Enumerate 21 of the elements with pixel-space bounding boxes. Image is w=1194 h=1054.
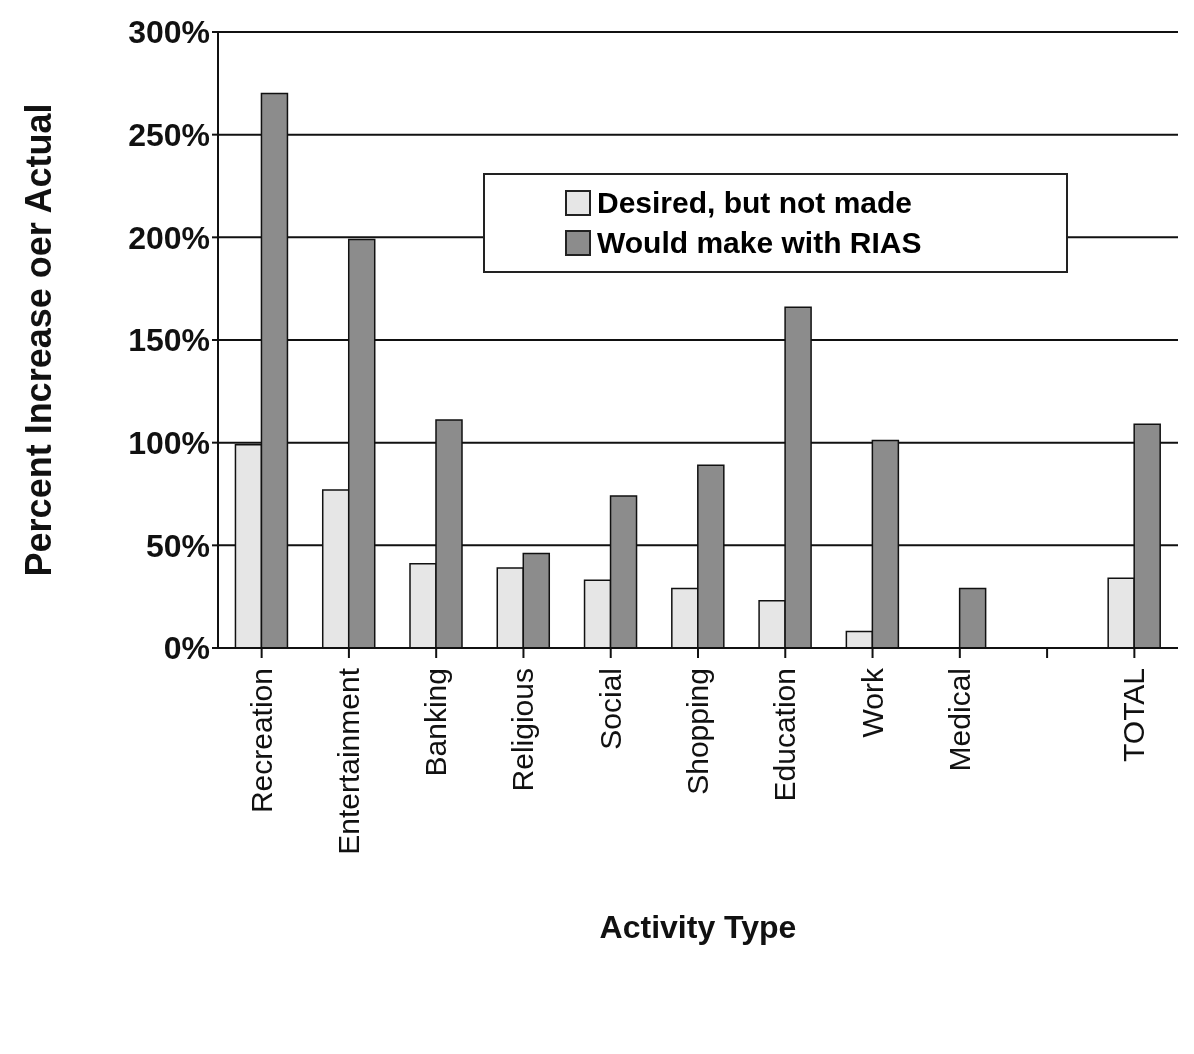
x-tick-label: Banking [419, 668, 453, 777]
x-tick-label: Shopping [681, 668, 714, 795]
x-tick-label: Medical [942, 668, 976, 772]
x-tick-label: Entertainment [331, 667, 365, 855]
x-axis-title: Activity Type [599, 909, 797, 945]
y-axis-title: Percent Increase oer Actual [17, 103, 59, 577]
x-tick-label: Work [855, 667, 889, 738]
legend-label: Would make with RIAS [596, 225, 923, 261]
x-tick-label: Religious [506, 668, 540, 792]
x-tick-label: Education [768, 668, 802, 802]
y-tick-label: 250% [128, 117, 210, 154]
y-tick-label: 300% [128, 14, 210, 51]
x-tick-label: TOTAL [1117, 668, 1151, 762]
y-tick-label: 200% [128, 219, 210, 256]
y-tick-label: 150% [128, 322, 210, 359]
x-tick-label: Social [593, 668, 627, 750]
legend-label: Desired, but not made [596, 185, 914, 221]
y-tick-label: 0% [163, 630, 210, 667]
y-tick-label: 100% [128, 425, 210, 462]
y-tick-label: 50% [145, 527, 210, 564]
x-tick-label: Recreation [244, 668, 278, 814]
